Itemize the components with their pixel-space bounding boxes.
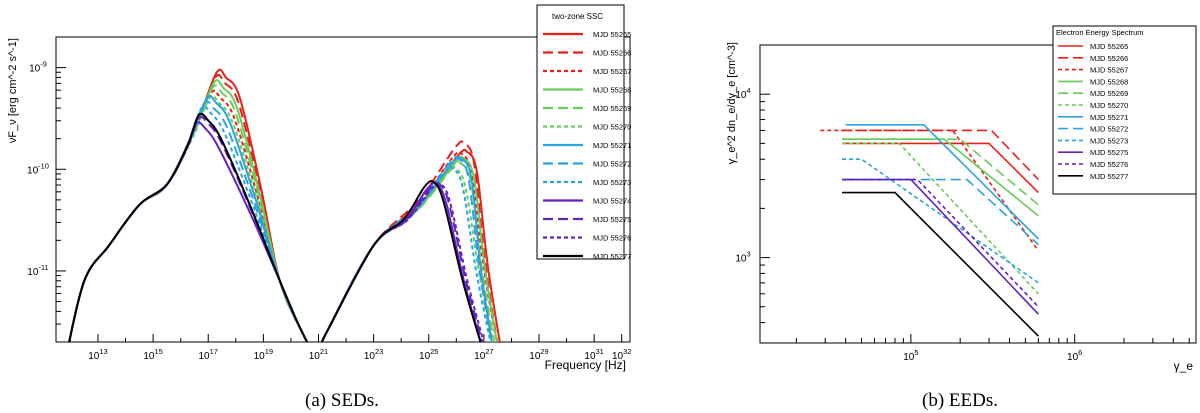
sed-legend-title: two-zone SSC	[552, 12, 603, 21]
sed-caption: (a) SEDs.	[305, 390, 379, 411]
sed-legend-label: MJD 55273	[593, 178, 631, 187]
sed-legend-label: MJD 55275	[593, 215, 631, 224]
eed-series-line	[842, 142, 1039, 194]
eed-series-line	[842, 158, 1039, 284]
eed-legend-label: MJD 55267	[1090, 66, 1128, 75]
eed-x-axis-label: γ_e	[1174, 359, 1194, 373]
eed-x-tick-label: 106	[1067, 348, 1082, 363]
sed-y-axis-label: νF_ν [erg cm^-2 s^-1]	[7, 38, 19, 143]
sed-series-line	[68, 100, 493, 342]
sed-panel: 1013 1015 1017 1019 1021 1023 1025 1027 1029 1031…	[7, 4, 631, 372]
sed-legend-box	[536, 4, 625, 260]
eed-curves	[820, 124, 1040, 337]
sed-x-tick-label: 1013	[88, 347, 107, 362]
sed-x-tick-label: 1031	[584, 347, 603, 362]
sed-legend-label: MJD 55274	[593, 197, 631, 206]
sed-legend-label: MJD 55271	[593, 141, 631, 150]
sed-x-tick-label: 1023	[364, 347, 383, 362]
eed-series-line	[842, 138, 1039, 217]
eed-series-line	[845, 178, 1039, 246]
eed-y-axis-label: γ_e^2 dn_e/dγ_e [cm^-3]	[726, 42, 738, 164]
eed-legend-label: MJD 55276	[1090, 160, 1128, 169]
sed-legend-label: MJD 55269	[593, 104, 631, 113]
sed-legend-label: MJD 55277	[593, 252, 631, 261]
sed-series-line	[68, 112, 485, 342]
sed-series-line	[68, 73, 499, 342]
eed-series-line	[845, 124, 1039, 240]
sed-plot-frame	[55, 36, 631, 343]
sed-legend-label: MJD 55270	[593, 123, 631, 132]
eed-legend-label: MJD 55268	[1090, 77, 1128, 86]
eed-legend-label: MJD 55273	[1090, 136, 1128, 145]
sed-legend-label: MJD 55267	[593, 67, 631, 76]
sed-x-tick-label: 1015	[143, 347, 162, 362]
eed-series-line	[842, 178, 1039, 315]
sed-legend-label: MJD 55266	[593, 49, 631, 58]
eed-legend-label: MJD 55266	[1090, 54, 1128, 63]
sed-x-tick-label: 1017	[199, 347, 218, 362]
sed-y-tick-label: 10-11	[27, 263, 48, 278]
sed-legend-label: MJD 55268	[593, 86, 631, 95]
eed-legend-label: MJD 55271	[1090, 113, 1128, 122]
eed-legend-label: MJD 55272	[1090, 125, 1128, 134]
sed-curves	[68, 68, 501, 342]
eed-y-tick-label: 103	[735, 250, 750, 265]
sed-x-tick-label: 1029	[529, 347, 548, 362]
eed-x-tick-label: 105	[903, 348, 918, 363]
eed-legend-box	[1052, 25, 1197, 195]
eed-y-tick-label: 104	[735, 86, 750, 101]
sed-series-line	[68, 94, 493, 342]
eed-series-line	[820, 129, 1040, 252]
eed-series-line	[842, 129, 1039, 181]
sed-legend-entries: MJD 55265 MJD 55266 MJD 55267 MJD 55268 MJD …	[543, 30, 631, 261]
eed-series-line	[842, 191, 1039, 337]
sed-series-line	[68, 89, 498, 342]
sed-axis-ticks: 1013 1015 1017 1019 1021 1023 1025 1027 1029 1031…	[27, 36, 631, 362]
sed-legend-label: MJD 55276	[593, 234, 631, 243]
sed-series-line	[68, 105, 492, 342]
sed-x-tick-label: 1032	[612, 347, 631, 362]
eed-series-line	[842, 142, 1039, 295]
eed-series-line	[842, 138, 1039, 206]
eed-legend-label: MJD 55269	[1090, 89, 1128, 98]
eed-series-line	[842, 178, 1039, 308]
eed-panel: 105 106 104 103 γ_e^2 dn_e/dγ_e [cm^-3] γ_e…	[726, 25, 1197, 373]
sed-x-tick-label: 1027	[474, 347, 493, 362]
sed-legend-label: MJD 55272	[593, 160, 631, 169]
sed-legend: two-zone SSC MJD 55265 MJD 55266 MJD 55267…	[536, 4, 631, 261]
eed-legend-label: MJD 55275	[1090, 148, 1128, 157]
eed-legend-label: MJD 55265	[1090, 42, 1128, 51]
eed-legend-title: Electron Energy Spectrum	[1056, 28, 1144, 37]
sed-series-line	[68, 115, 484, 342]
sed-series-line	[68, 94, 495, 342]
sed-series-line	[68, 112, 482, 342]
sed-y-tick-label: 10-10	[27, 161, 49, 176]
sed-legend-label: MJD 55265	[593, 30, 631, 39]
sed-y-tick-label: 10-9	[29, 60, 47, 75]
sed-x-tick-label: 1025	[419, 347, 438, 362]
sed-series-line	[68, 79, 498, 342]
eed-legend-label: MJD 55277	[1090, 172, 1128, 181]
sed-x-tick-label: 1021	[309, 347, 328, 362]
sed-series-line	[68, 84, 496, 342]
eed-axis-ticks: 105 106 104 103	[735, 44, 1190, 363]
eed-legend-label: MJD 55270	[1090, 101, 1128, 110]
sed-x-tick-label: 1019	[254, 347, 273, 362]
sed-x-axis-label: Frequency [Hz]	[545, 358, 626, 372]
eed-legend-entries: MJD 55265 MJD 55266 MJD 55267 MJD 55268 MJD …	[1058, 42, 1128, 181]
eed-caption: (b) EEDs.	[922, 390, 998, 411]
sed-series-line	[68, 121, 482, 342]
